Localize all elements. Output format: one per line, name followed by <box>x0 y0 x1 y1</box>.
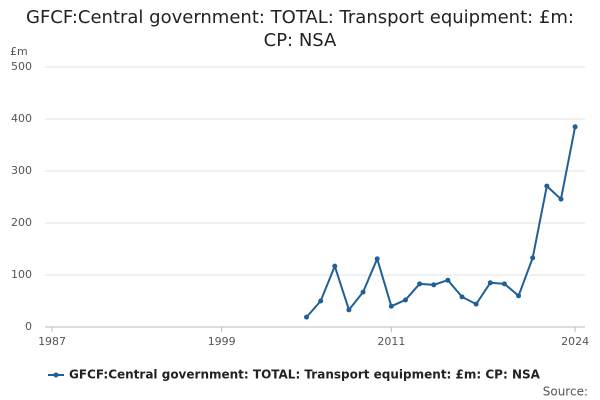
point <box>374 256 380 262</box>
point <box>530 255 536 261</box>
point <box>558 196 564 202</box>
y-tick-label: 100 <box>11 268 32 281</box>
y-tick-label: 200 <box>11 216 32 229</box>
legend-marker <box>53 372 59 378</box>
y-unit: £m <box>10 45 28 58</box>
point <box>417 281 423 287</box>
point <box>501 281 507 287</box>
point <box>402 297 408 303</box>
point <box>445 277 451 283</box>
source: Source: <box>543 385 588 399</box>
point <box>346 307 352 313</box>
series-line <box>305 126 577 318</box>
point <box>431 282 437 288</box>
point <box>360 289 366 295</box>
point <box>516 293 522 299</box>
x-tick-label: 2024 <box>561 335 589 348</box>
x-tick-label: 1999 <box>208 335 236 348</box>
point <box>304 314 310 320</box>
legend-label: GFCF:Central government: TOTAL: Transpor… <box>69 368 541 382</box>
y-tick-label: 500 <box>11 60 32 73</box>
y-tick-label: 0 <box>25 320 32 333</box>
point <box>459 294 465 300</box>
x-tick-label: 2011 <box>377 335 405 348</box>
point <box>332 263 338 269</box>
point <box>318 298 324 304</box>
y-tick-label: 300 <box>11 164 32 177</box>
point <box>388 303 394 309</box>
point <box>544 183 550 189</box>
point <box>572 124 578 130</box>
y-tick-label: 400 <box>11 112 32 125</box>
point <box>487 280 493 286</box>
point <box>473 301 479 307</box>
chart-title: GFCF:Central government: TOTAL: Transpor… <box>26 7 574 51</box>
x-tick-label: 1987 <box>38 335 66 348</box>
